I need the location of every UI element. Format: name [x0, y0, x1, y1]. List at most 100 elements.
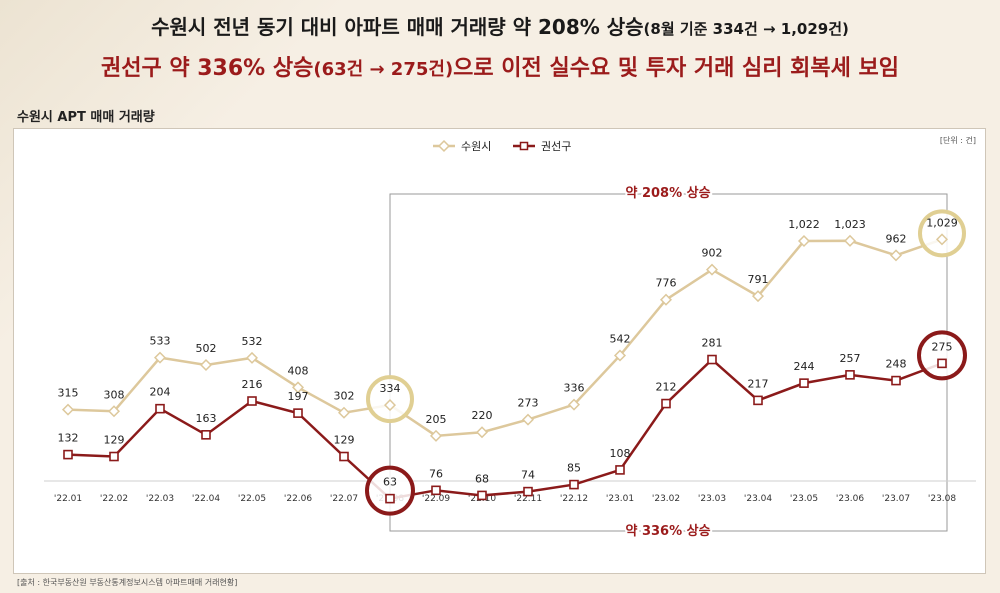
data-label-suwon: 205 — [426, 413, 447, 426]
data-point-suwon — [567, 398, 581, 411]
data-point-suwon — [659, 293, 673, 306]
x-tick-label: '22.05 — [238, 494, 266, 504]
x-tick-label: '22.04 — [192, 494, 221, 504]
data-point-gwonseon — [477, 490, 487, 501]
data-label-gwonseon: 204 — [150, 386, 171, 399]
headline-line-2: 권선구 약 336% 상승(63건 → 275건)으로 이전 실수요 및 투자 … — [0, 50, 1000, 82]
data-label-gwonseon: 275 — [932, 340, 953, 353]
data-point-suwon — [61, 403, 75, 416]
data-point-gwonseon — [293, 408, 303, 418]
data-point-suwon — [705, 263, 719, 276]
data-point-gwonseon — [891, 375, 901, 386]
x-tick-label: '22.12 — [560, 494, 588, 504]
data-point-suwon — [107, 405, 121, 418]
headline-1-main: 수원시 전년 동기 대비 아파트 매매 거래량 약 208% 상승 — [151, 15, 644, 39]
data-point-suwon — [383, 399, 397, 412]
data-point-suwon — [521, 413, 535, 426]
data-label-gwonseon: 257 — [840, 352, 861, 365]
data-point-gwonseon — [155, 403, 165, 414]
data-label-suwon: 502 — [196, 342, 217, 355]
data-label-suwon: 1,023 — [834, 218, 866, 231]
data-label-suwon: 542 — [610, 332, 631, 345]
data-point-suwon — [889, 249, 903, 262]
x-tick-label: '22.06 — [284, 494, 313, 504]
headline-line-1: 수원시 전년 동기 대비 아파트 매매 거래량 약 208% 상승(8월 기준 … — [0, 11, 1000, 40]
data-label-suwon: 962 — [886, 232, 907, 245]
data-label-gwonseon: 244 — [794, 360, 815, 373]
headline-1-sub: (8월 기준 334건 → 1,029건) — [643, 20, 849, 38]
data-point-gwonseon — [109, 451, 119, 462]
data-point-gwonseon — [63, 449, 73, 460]
data-point-gwonseon — [937, 358, 947, 369]
data-label-gwonseon: 216 — [242, 378, 263, 391]
annotation-gwonseon-increase: 약 336% 상승 — [625, 523, 710, 539]
legend-suwon-marker — [437, 139, 451, 153]
data-label-suwon: 533 — [150, 335, 171, 348]
data-point-gwonseon — [569, 479, 579, 490]
highlight-circle-gwonseon-start — [365, 465, 415, 516]
data-label-suwon: 1,022 — [788, 218, 820, 231]
data-label-suwon: 532 — [242, 335, 263, 348]
data-point-gwonseon — [385, 493, 395, 504]
headline-2-main: 권선구 약 336% 상승 — [100, 56, 314, 81]
legend-gwonseon-marker — [519, 141, 529, 151]
data-label-suwon: 220 — [472, 409, 493, 422]
data-label-gwonseon: 163 — [196, 412, 217, 425]
data-point-suwon — [843, 234, 857, 247]
value-labels: 315 308 533 502 532 408 302 334 205 220 273 336 542 7… — [58, 216, 958, 488]
legend-item-suwon: 수원시 — [433, 139, 491, 153]
data-label-gwonseon: 129 — [104, 434, 125, 447]
data-label-suwon: 308 — [104, 388, 125, 401]
x-tick-label: '23.08 — [928, 494, 957, 504]
line-chart: [단위 : 건] 수원시 권선구 '22.01 '22.02 '22.03 '22.0… — [44, 135, 976, 541]
data-label-gwonseon: 281 — [702, 337, 723, 350]
series-line-suwon — [67, 238, 943, 438]
x-tick-label: '23.05 — [790, 494, 818, 504]
data-label-gwonseon: 132 — [58, 432, 79, 445]
x-tick-label: '22.09 — [422, 494, 451, 504]
legend-suwon-label: 수원시 — [461, 140, 491, 153]
data-label-gwonseon: 212 — [656, 381, 677, 394]
data-point-gwonseon — [615, 465, 625, 475]
data-point-gwonseon — [707, 354, 717, 365]
unit-label: [단위 : 건] — [940, 135, 976, 145]
legend-item-gwonseon: 권선구 — [513, 140, 571, 153]
data-point-suwon — [429, 429, 443, 442]
x-tick-label: '23.01 — [606, 494, 634, 504]
legend-gwonseon-label: 권선구 — [541, 140, 571, 153]
data-label-suwon: 273 — [518, 397, 539, 410]
data-label-suwon: 336 — [564, 382, 585, 395]
x-tick-label: '23.07 — [882, 494, 910, 504]
chart-title: 수원시 APT 매매 거래량 — [17, 110, 155, 125]
data-label-gwonseon: 248 — [886, 358, 907, 371]
data-point-gwonseon — [753, 395, 763, 406]
source-note: [출처 : 한국부동산원 부동산통계정보시스템 아파트매매 거래현황] — [17, 578, 238, 587]
x-tick-label: '23.06 — [836, 494, 865, 504]
x-tick-label: '22.03 — [146, 494, 174, 504]
chart-panel: [단위 : 건] 수원시 권선구 '22.01 '22.02 '22.03 '22.0… — [13, 128, 986, 574]
data-point-suwon — [199, 359, 213, 372]
data-label-gwonseon: 68 — [475, 472, 489, 485]
data-point-gwonseon — [247, 396, 257, 406]
highlight-circles — [365, 209, 967, 516]
data-label-suwon: 315 — [58, 387, 79, 400]
data-point-suwon — [935, 233, 949, 246]
headline-2-end: 으로 이전 실수요 및 투자 거래 심리 회복세 보임 — [453, 56, 900, 81]
data-point-suwon — [613, 349, 627, 362]
data-point-suwon — [245, 351, 259, 364]
data-label-suwon: 791 — [748, 273, 769, 286]
series-lines — [67, 238, 943, 500]
data-point-suwon — [337, 406, 351, 419]
x-tick-label: '22.07 — [330, 494, 358, 504]
data-label-suwon: 1,029 — [926, 216, 958, 229]
x-tick-label: '22.02 — [100, 494, 128, 504]
data-label-suwon: 302 — [334, 390, 355, 403]
data-label-suwon: 334 — [380, 382, 401, 395]
data-label-gwonseon: 63 — [383, 476, 397, 489]
x-tick-label: '23.03 — [698, 494, 726, 504]
legend: 수원시 권선구 — [433, 139, 571, 153]
data-label-gwonseon: 85 — [567, 462, 581, 475]
series-markers — [61, 233, 949, 504]
x-tick-label: '22.11 — [514, 494, 542, 504]
data-point-gwonseon — [201, 430, 211, 440]
